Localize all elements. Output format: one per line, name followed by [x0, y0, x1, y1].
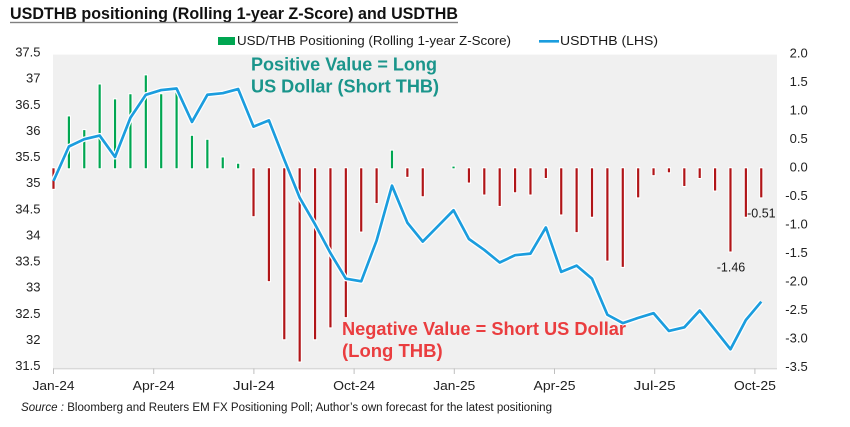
svg-text:2.0: 2.0: [790, 45, 808, 60]
svg-text:Source : Bloomberg and Reuters: Source : Bloomberg and Reuters EM FX Pos…: [21, 402, 552, 414]
svg-text:32: 32: [26, 332, 40, 347]
svg-text:-3.0: -3.0: [785, 330, 807, 345]
svg-text:1.0: 1.0: [790, 102, 808, 117]
svg-text:34.5: 34.5: [15, 201, 40, 216]
svg-text:35.5: 35.5: [15, 149, 40, 164]
svg-text:31.5: 31.5: [15, 358, 40, 373]
svg-text:Negative Value = Short US Doll: Negative Value = Short US Dollar: [342, 318, 626, 339]
svg-text:36: 36: [26, 123, 40, 138]
svg-text:-3.5: -3.5: [785, 359, 807, 374]
svg-text:USDTHB (LHS): USDTHB (LHS): [560, 33, 658, 48]
svg-text:Jul-25: Jul-25: [634, 378, 676, 393]
svg-text:36.5: 36.5: [15, 97, 40, 112]
svg-text:33: 33: [26, 280, 40, 295]
svg-text:-1.46: -1.46: [717, 261, 746, 275]
svg-text:Positive Value = Long: Positive Value = Long: [251, 54, 437, 75]
svg-text:1.5: 1.5: [790, 74, 808, 89]
svg-text:Jan-25: Jan-25: [433, 378, 475, 393]
svg-text:USD/THB Positioning (Rolling 1: USD/THB Positioning (Rolling 1-year Z-Sc…: [237, 33, 511, 48]
svg-text:Apr-25: Apr-25: [534, 378, 576, 393]
svg-text:-1.0: -1.0: [785, 216, 807, 231]
svg-text:(Long THB): (Long THB): [342, 340, 443, 361]
svg-text:0.5: 0.5: [790, 131, 808, 146]
svg-text:-0.51: -0.51: [747, 206, 776, 220]
svg-text:US Dollar (Short THB): US Dollar (Short THB): [251, 76, 439, 97]
svg-text:USDTHB positioning (Rolling 1-: USDTHB positioning (Rolling 1-year Z-Sco…: [10, 4, 458, 23]
svg-text:34: 34: [26, 228, 40, 243]
svg-text:Apr-24: Apr-24: [133, 378, 175, 393]
svg-text:0.0: 0.0: [790, 159, 808, 174]
svg-text:Jul-24: Jul-24: [233, 378, 275, 393]
svg-text:Oct-24: Oct-24: [333, 378, 375, 393]
svg-text:-2.0: -2.0: [785, 273, 807, 288]
svg-text:Oct-25: Oct-25: [734, 378, 776, 393]
svg-text:33.5: 33.5: [15, 254, 40, 269]
svg-text:35: 35: [26, 175, 40, 190]
svg-text:-2.5: -2.5: [785, 302, 807, 317]
svg-text:Jan-24: Jan-24: [33, 378, 75, 393]
svg-text:32.5: 32.5: [15, 306, 40, 321]
svg-text:-0.5: -0.5: [785, 188, 807, 203]
svg-text:-1.5: -1.5: [785, 245, 807, 260]
svg-text:37.5: 37.5: [15, 45, 40, 60]
svg-text:37: 37: [26, 71, 40, 86]
